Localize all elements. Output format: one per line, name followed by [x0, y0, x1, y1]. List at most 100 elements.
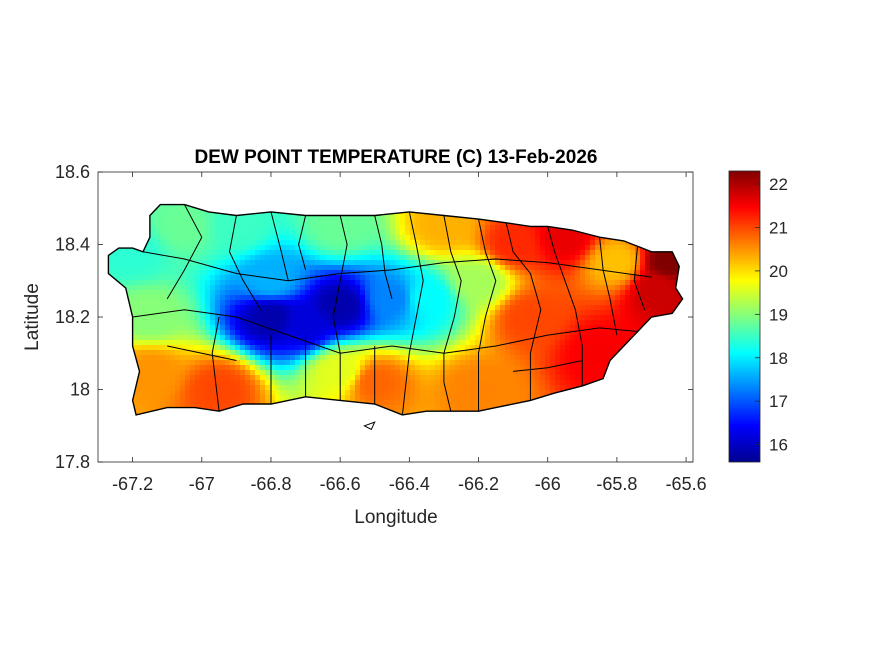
field-cell [160, 230, 166, 236]
field-cell [490, 220, 496, 226]
field-cell [485, 300, 491, 306]
field-cell [360, 275, 366, 281]
field-cell [235, 260, 241, 266]
field-cell [375, 260, 381, 266]
field-cell [165, 255, 171, 261]
field-cell [485, 345, 491, 351]
field-cell [270, 315, 276, 321]
field-cell [315, 285, 321, 291]
field-cell [535, 325, 541, 331]
field-cell [235, 385, 241, 391]
field-cell [395, 250, 401, 256]
field-cell [655, 250, 661, 256]
field-cell [530, 320, 536, 326]
field-cell [580, 285, 586, 291]
field-cell [330, 265, 336, 271]
field-cell [225, 260, 231, 266]
field-cell [560, 290, 566, 296]
field-cell [480, 375, 486, 381]
field-cell [350, 370, 356, 376]
field-cell [390, 215, 396, 221]
field-cell [485, 220, 491, 226]
field-cell [140, 295, 146, 301]
field-cell [405, 390, 411, 396]
field-cell [460, 270, 466, 276]
field-cell [375, 365, 381, 371]
field-cell [185, 350, 191, 356]
field-cell [305, 325, 311, 331]
field-cell [375, 370, 381, 376]
field-cell [565, 260, 571, 266]
field-cell [610, 270, 616, 276]
field-cell [370, 385, 376, 391]
field-cell [530, 260, 536, 266]
field-cell [410, 320, 416, 326]
field-cell [460, 265, 466, 271]
field-cell [435, 325, 441, 331]
field-cell [340, 275, 346, 281]
field-cell [295, 215, 301, 221]
field-cell [325, 350, 331, 356]
field-cell [335, 295, 341, 301]
field-cell [410, 395, 416, 401]
field-cell [465, 285, 471, 291]
field-cell [240, 380, 246, 386]
field-cell [405, 250, 411, 256]
field-cell [185, 355, 191, 361]
field-cell [245, 325, 251, 331]
field-cell [400, 325, 406, 331]
field-cell [225, 220, 231, 226]
field-cell [430, 320, 436, 326]
field-cell [265, 270, 271, 276]
field-cell [195, 295, 201, 301]
field-cell [365, 310, 371, 316]
field-cell [220, 255, 226, 261]
field-cell [530, 250, 536, 256]
field-cell [385, 335, 391, 341]
field-cell [395, 395, 401, 401]
field-cell [615, 275, 621, 281]
field-cell [175, 280, 181, 286]
field-cell [350, 355, 356, 361]
field-cell [490, 230, 496, 236]
field-cell [135, 260, 141, 266]
field-cell [290, 310, 296, 316]
field-cell [345, 320, 351, 326]
field-cell [160, 340, 166, 346]
field-cell [250, 250, 256, 256]
field-cell [300, 245, 306, 251]
field-cell [550, 365, 556, 371]
field-cell [270, 320, 276, 326]
field-cell [535, 360, 541, 366]
field-cell [435, 375, 441, 381]
field-cell [585, 350, 591, 356]
field-cell [480, 250, 486, 256]
field-cell [270, 365, 276, 371]
field-cell [540, 290, 546, 296]
field-cell [145, 290, 151, 296]
field-cell [525, 365, 531, 371]
field-cell [535, 270, 541, 276]
field-cell [475, 365, 481, 371]
field-cell [545, 245, 551, 251]
field-cell [530, 305, 536, 311]
field-cell [500, 350, 506, 356]
field-cell [505, 235, 511, 241]
field-cell [200, 395, 206, 401]
field-cell [515, 275, 521, 281]
field-cell [320, 260, 326, 266]
field-cell [545, 290, 551, 296]
field-cell [580, 260, 586, 266]
field-cell [465, 265, 471, 271]
field-cell [445, 325, 451, 331]
field-cell [605, 295, 611, 301]
field-cell [365, 225, 371, 231]
field-cell [360, 245, 366, 251]
field-cell [505, 240, 511, 246]
field-cell [235, 375, 241, 381]
field-cell [295, 220, 301, 226]
field-cell [515, 375, 521, 381]
field-cell [215, 360, 221, 366]
field-cell [310, 300, 316, 306]
field-cell [540, 230, 546, 236]
